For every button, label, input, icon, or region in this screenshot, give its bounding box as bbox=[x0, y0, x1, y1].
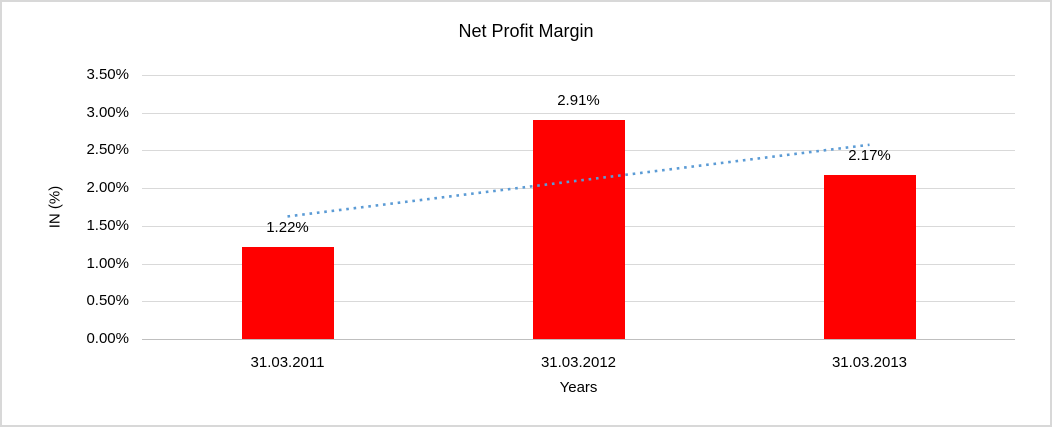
bar-31.03.2011 bbox=[241, 246, 334, 339]
gridline bbox=[142, 112, 1015, 114]
bar-data-label: 2.91% bbox=[557, 91, 600, 109]
y-tick-label: 1.50% bbox=[86, 216, 129, 234]
bar-31.03.2013 bbox=[823, 175, 916, 339]
x-tick-label: 31.03.2012 bbox=[540, 354, 617, 371]
bar-31.03.2012 bbox=[532, 119, 625, 339]
chart-title: Net Profit Margin bbox=[458, 21, 594, 41]
gridline bbox=[142, 339, 1015, 340]
bar-data-label: 1.22% bbox=[266, 218, 309, 236]
y-tick-label: 3.50% bbox=[86, 66, 129, 83]
x-axis-title: Years bbox=[559, 379, 598, 396]
x-tick-label: 31.03.2013 bbox=[831, 354, 908, 371]
y-tick-label: 0.00% bbox=[86, 330, 129, 347]
y-tick-label: 3.00% bbox=[86, 103, 129, 121]
gridline bbox=[142, 75, 1015, 76]
y-tick-label: 0.50% bbox=[86, 292, 129, 310]
y-tick-label: 2.00% bbox=[86, 179, 129, 197]
y-tick-label: 1.00% bbox=[86, 254, 129, 272]
x-tick-label: 31.03.2011 bbox=[250, 354, 325, 371]
bar-data-label: 2.17% bbox=[848, 147, 891, 165]
y-tick-label: 2.50% bbox=[86, 141, 129, 159]
